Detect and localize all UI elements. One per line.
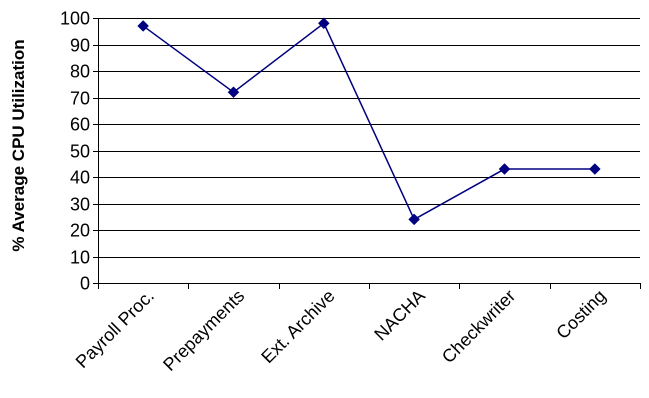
data-point-marker: [498, 163, 511, 175]
y-tick-label: 20: [70, 221, 90, 241]
y-tick-label: 70: [70, 89, 90, 109]
series-line: [142, 22, 595, 221]
series: [137, 17, 601, 226]
data-point-marker: [137, 20, 150, 32]
gridlines: [98, 18, 640, 258]
x-ticks: Payroll Proc. Prepayments Ext. Archive NACH…: [72, 283, 641, 375]
y-tick-label: 40: [70, 168, 90, 188]
y-tick-label: 30: [70, 195, 90, 215]
y-tick-label: 50: [70, 142, 90, 162]
data-point-marker: [317, 17, 330, 30]
data-point-marker: [227, 86, 240, 99]
y-tick-label: 60: [70, 115, 90, 135]
y-tick-label: 100: [60, 9, 90, 29]
x-tick-label: Checkwriter: [438, 286, 519, 367]
y-tick-label: 80: [70, 62, 90, 82]
y-tick-label: 90: [70, 36, 90, 56]
y-tick-label: 10: [70, 248, 90, 268]
axes: [98, 18, 640, 284]
x-tick-label: Payroll Proc.: [72, 286, 158, 372]
x-tick-label: NACHA: [370, 286, 429, 345]
x-tick-label: Prepayments: [159, 286, 248, 375]
data-point-marker: [408, 213, 421, 226]
y-ticks: 0 10 20 30 40 50 60 70 80 90 100: [60, 9, 98, 294]
y-axis-label: % Average CPU Utilization: [9, 39, 28, 251]
data-point-marker: [588, 163, 601, 175]
x-tick-label: Ext. Archive: [257, 286, 338, 367]
x-tick-label: Costing: [552, 286, 609, 343]
y-tick-label: 0: [80, 274, 90, 294]
